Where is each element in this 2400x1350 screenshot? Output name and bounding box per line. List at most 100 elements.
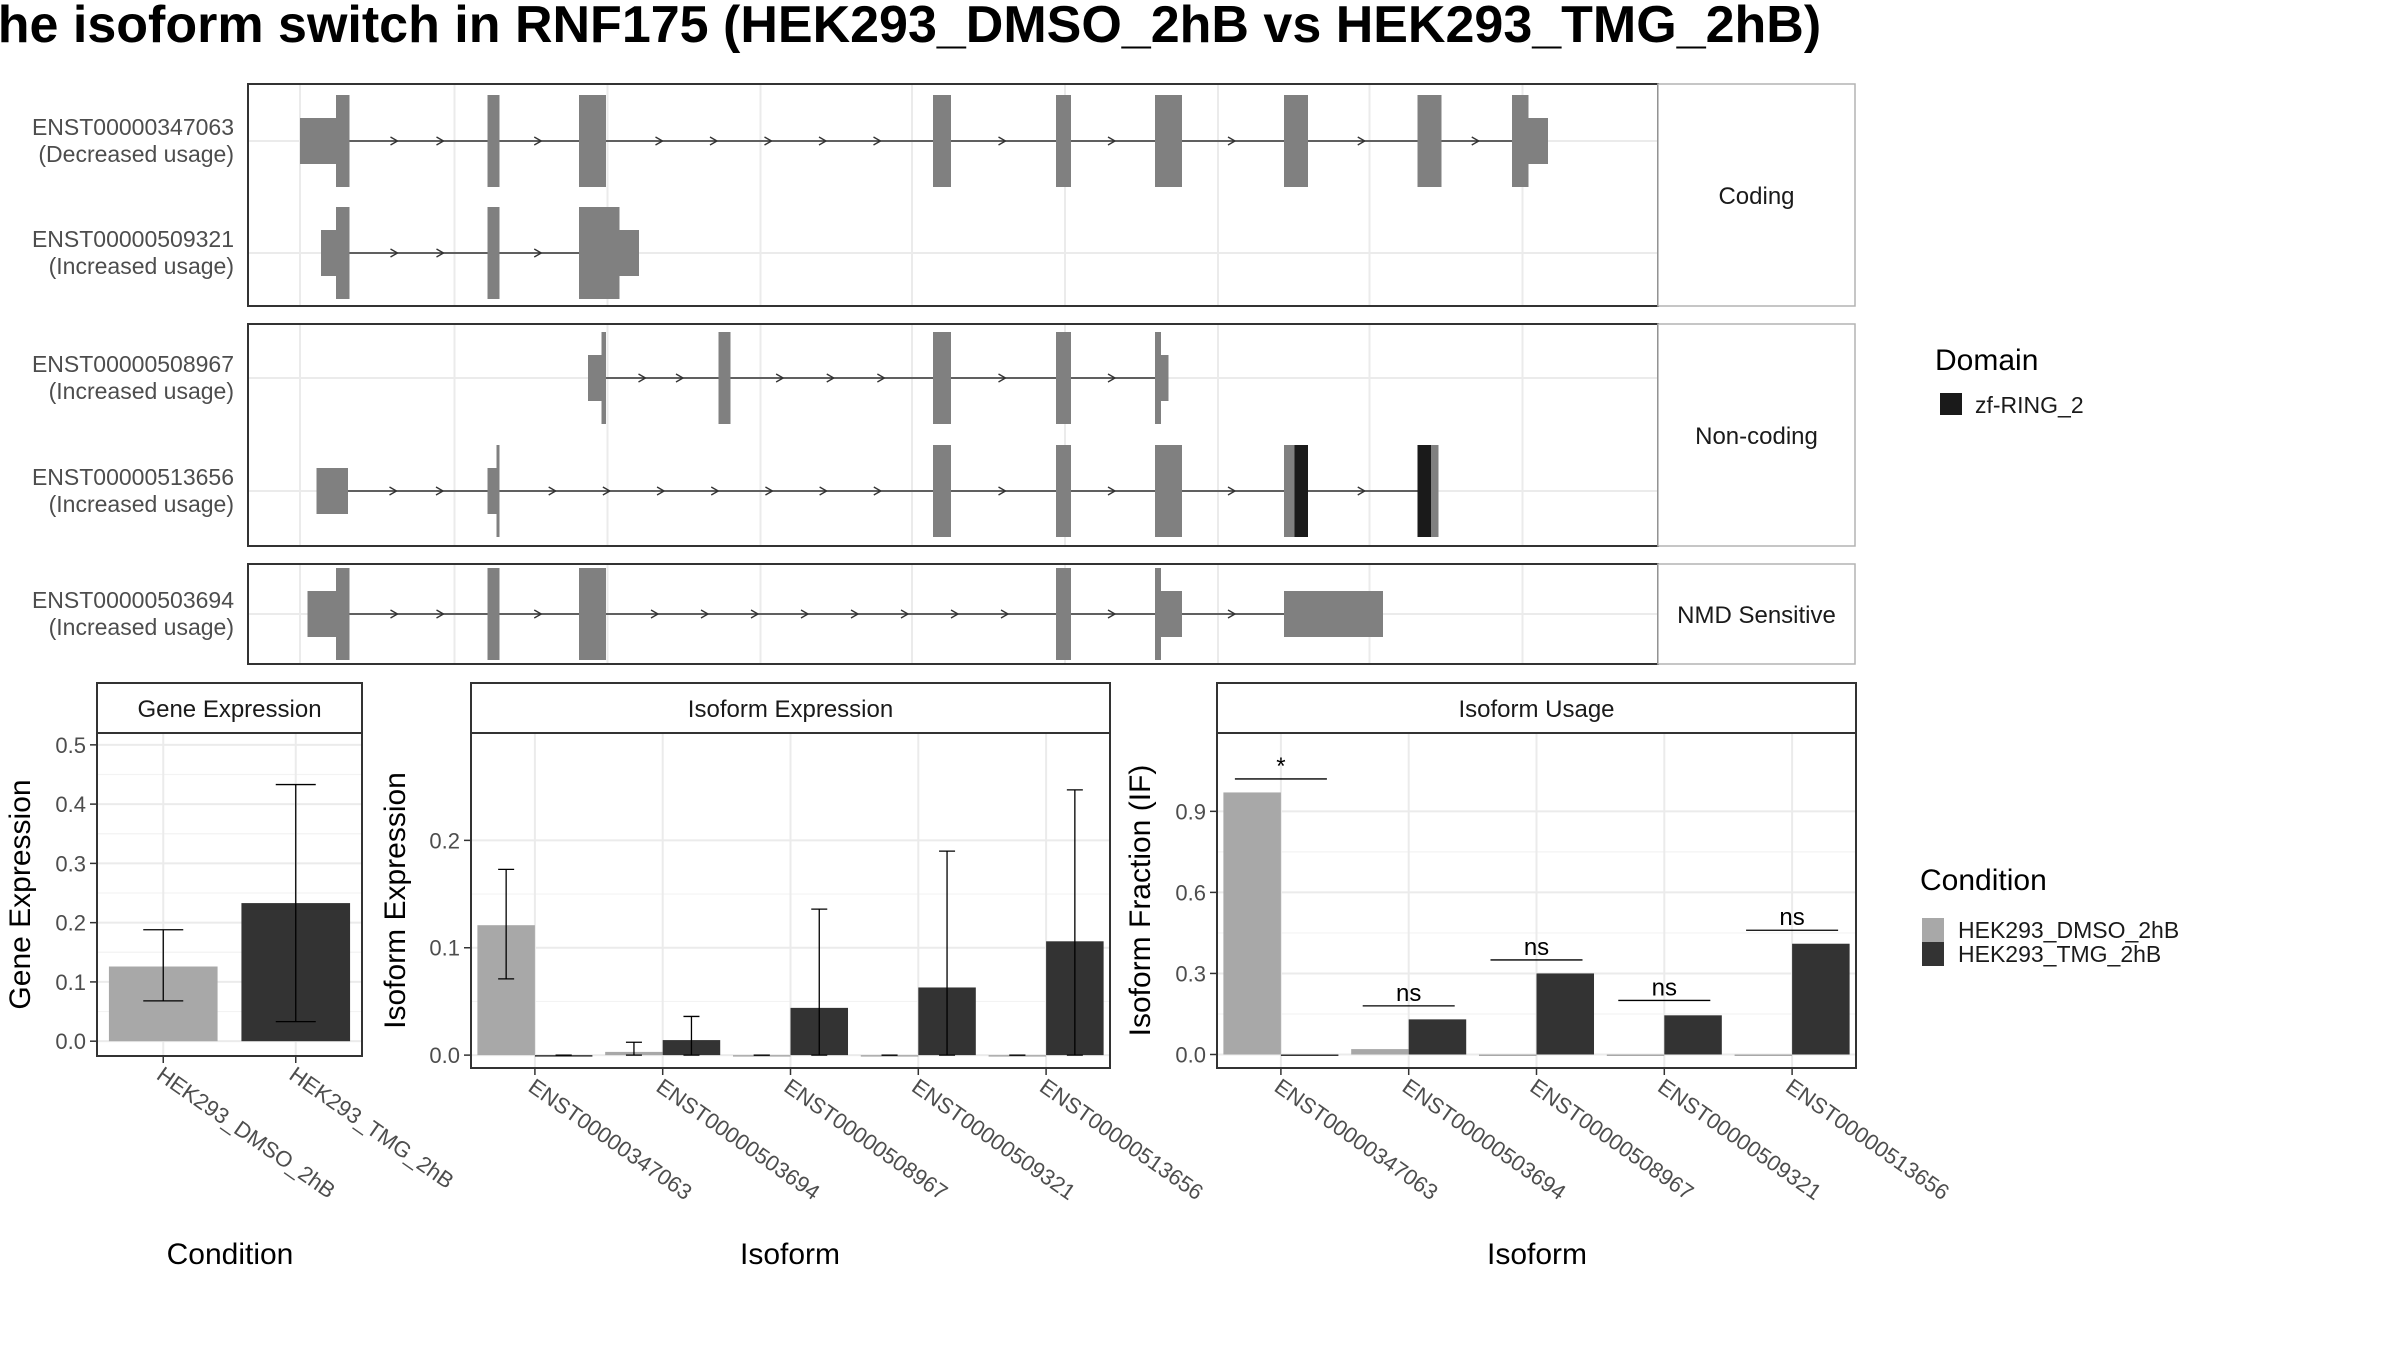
- y-tick-label: 0.4: [55, 792, 86, 817]
- intron-direction-arrow: [1357, 136, 1367, 146]
- y-axis-title: Gene Expression: [4, 779, 37, 1009]
- intron-direction-arrow: [1107, 486, 1117, 496]
- intron-direction-arrow: [750, 609, 760, 619]
- structure-panel-0: ENST00000347063(Decreased usage) ENST0000…: [32, 83, 1856, 307]
- intron-direction-arrow: [655, 136, 664, 146]
- coding-exon: [336, 568, 350, 660]
- domain-legend-swatch: [1940, 393, 1962, 415]
- structure-panel-2: ENST00000503694(Increased usage) NMD Sens…: [32, 563, 1856, 665]
- coding-exon: [487, 95, 500, 187]
- domain-legend-label: zf-RING_2: [1975, 392, 2084, 418]
- coding-exon: [1056, 95, 1071, 187]
- intron-direction-arrow: [436, 136, 445, 146]
- condition-legend-label-dmso: HEK293_DMSO_2hB: [1958, 917, 2179, 943]
- transcript-usage-label: (Increased usage): [49, 378, 234, 404]
- condition-legend-label-tmg: HEK293_TMG_2hB: [1958, 941, 2161, 967]
- intron-direction-arrow: [709, 136, 719, 146]
- intron-direction-arrow: [1107, 136, 1117, 146]
- figure-title: The isoform switch in RNF175 (HEK293_DMS…: [0, 0, 1821, 54]
- chart-strip: [96, 682, 363, 734]
- intron-direction-arrow: [800, 609, 810, 619]
- coding-exon: [579, 95, 606, 187]
- x-axis-title: Condition: [167, 1238, 294, 1271]
- intron-direction-arrow: [900, 609, 910, 619]
- significance-label: ns: [1652, 974, 1677, 1001]
- facet-strip: [1657, 563, 1856, 665]
- y-tick-label: 0.0: [1175, 1042, 1206, 1067]
- bar-dmso: [860, 1055, 919, 1057]
- significance-label: ns: [1396, 980, 1421, 1007]
- y-tick-label: 0.2: [429, 828, 460, 853]
- bar-tmg: [1408, 1019, 1467, 1055]
- chart-panel-border: [1216, 732, 1857, 1069]
- coding-exon: [496, 445, 500, 537]
- intron-direction-arrow: [533, 136, 543, 146]
- intron-direction-arrow: [548, 486, 558, 496]
- zf-ring-2-domain: [1417, 445, 1431, 537]
- transcript-id-label: ENST00000508967: [32, 351, 234, 377]
- intron-direction-arrow: [950, 609, 960, 619]
- intron-direction-arrow: [826, 373, 836, 383]
- coding-exon: [579, 568, 606, 660]
- bar-dmso: [1478, 1054, 1537, 1056]
- intron-direction-arrow: [656, 486, 666, 496]
- chart-strip: [470, 682, 1111, 734]
- coding-exon: [1284, 95, 1308, 187]
- facet-strip-label: NMD Sensitive: [1677, 602, 1836, 629]
- bar-tmg: [1664, 1015, 1722, 1055]
- intron-direction-arrow: [873, 486, 883, 496]
- facet-strip: [1657, 323, 1856, 547]
- transcript-id-label: ENST00000509321: [32, 226, 234, 252]
- intron-direction-arrow: [819, 486, 829, 496]
- y-tick-label: 0.0: [429, 1043, 460, 1068]
- coding-exon: [933, 445, 951, 537]
- utr-exon: [1284, 591, 1383, 637]
- y-tick-label: 0.0: [55, 1029, 86, 1054]
- zf-ring-2-domain: [1294, 445, 1308, 537]
- coding-exon: [579, 207, 620, 299]
- intron-direction-arrow: [390, 136, 399, 146]
- bar-chart-2: Isoform Usage0.00.30.60.9*nsnsnsnsENST00…: [1124, 682, 1954, 1271]
- coding-exon: [1056, 332, 1071, 424]
- transcript-id-label: ENST00000503694: [32, 587, 234, 613]
- y-axis-title: Isoform Fraction (IF): [1124, 765, 1157, 1037]
- intron-direction-arrow: [675, 373, 685, 383]
- intron-direction-arrow: [1357, 486, 1367, 496]
- transcript-id-label: ENST00000347063: [32, 114, 234, 140]
- transcript-usage-label: (Decreased usage): [38, 141, 234, 167]
- coding-exon: [487, 207, 500, 299]
- significance-label: ns: [1524, 934, 1549, 961]
- y-tick-label: 0.1: [55, 970, 86, 995]
- y-tick-label: 0.5: [55, 733, 86, 758]
- bar-dmso: [988, 1055, 1047, 1057]
- intron-direction-arrow: [775, 373, 785, 383]
- intron-direction-arrow: [436, 609, 445, 619]
- facet-strip-label: Coding: [1718, 183, 1794, 210]
- intron-direction-arrow: [1107, 609, 1117, 619]
- significance-label: ns: [1779, 904, 1804, 931]
- intron-direction-arrow: [435, 486, 445, 496]
- intron-direction-arrow: [710, 486, 720, 496]
- domain-legend: Domain zf-RING_2: [1935, 344, 2084, 418]
- transcript-structure-plot: ENST00000347063(Decreased usage) ENST0000…: [32, 83, 1856, 665]
- intron-direction-arrow: [390, 609, 399, 619]
- intron-direction-arrow: [533, 248, 543, 258]
- intron-direction-arrow: [1227, 136, 1237, 146]
- y-tick-label: 0.6: [1175, 880, 1206, 905]
- y-tick-label: 0.9: [1175, 799, 1206, 824]
- x-axis-title: Isoform: [1487, 1238, 1587, 1271]
- bar-tmg: [1280, 1054, 1339, 1056]
- domain-legend-title: Domain: [1935, 344, 2038, 377]
- intron-direction-arrow: [998, 136, 1007, 146]
- intron-direction-arrow: [1227, 609, 1237, 619]
- coding-exon: [1155, 445, 1182, 537]
- facet-strip: [1657, 83, 1856, 307]
- bar-charts: Gene Expression0.00.10.20.30.40.5HEK293_…: [4, 682, 1954, 1271]
- bar-dmso: [1606, 1054, 1665, 1056]
- intron-direction-arrow: [998, 373, 1007, 383]
- intron-direction-arrow: [1227, 486, 1237, 496]
- structure-panel-1: ENST00000508967(Increased usage)ENST0000…: [32, 323, 1856, 547]
- condition-legend-swatch-tmg: [1922, 942, 1944, 966]
- intron-direction-arrow: [390, 248, 399, 258]
